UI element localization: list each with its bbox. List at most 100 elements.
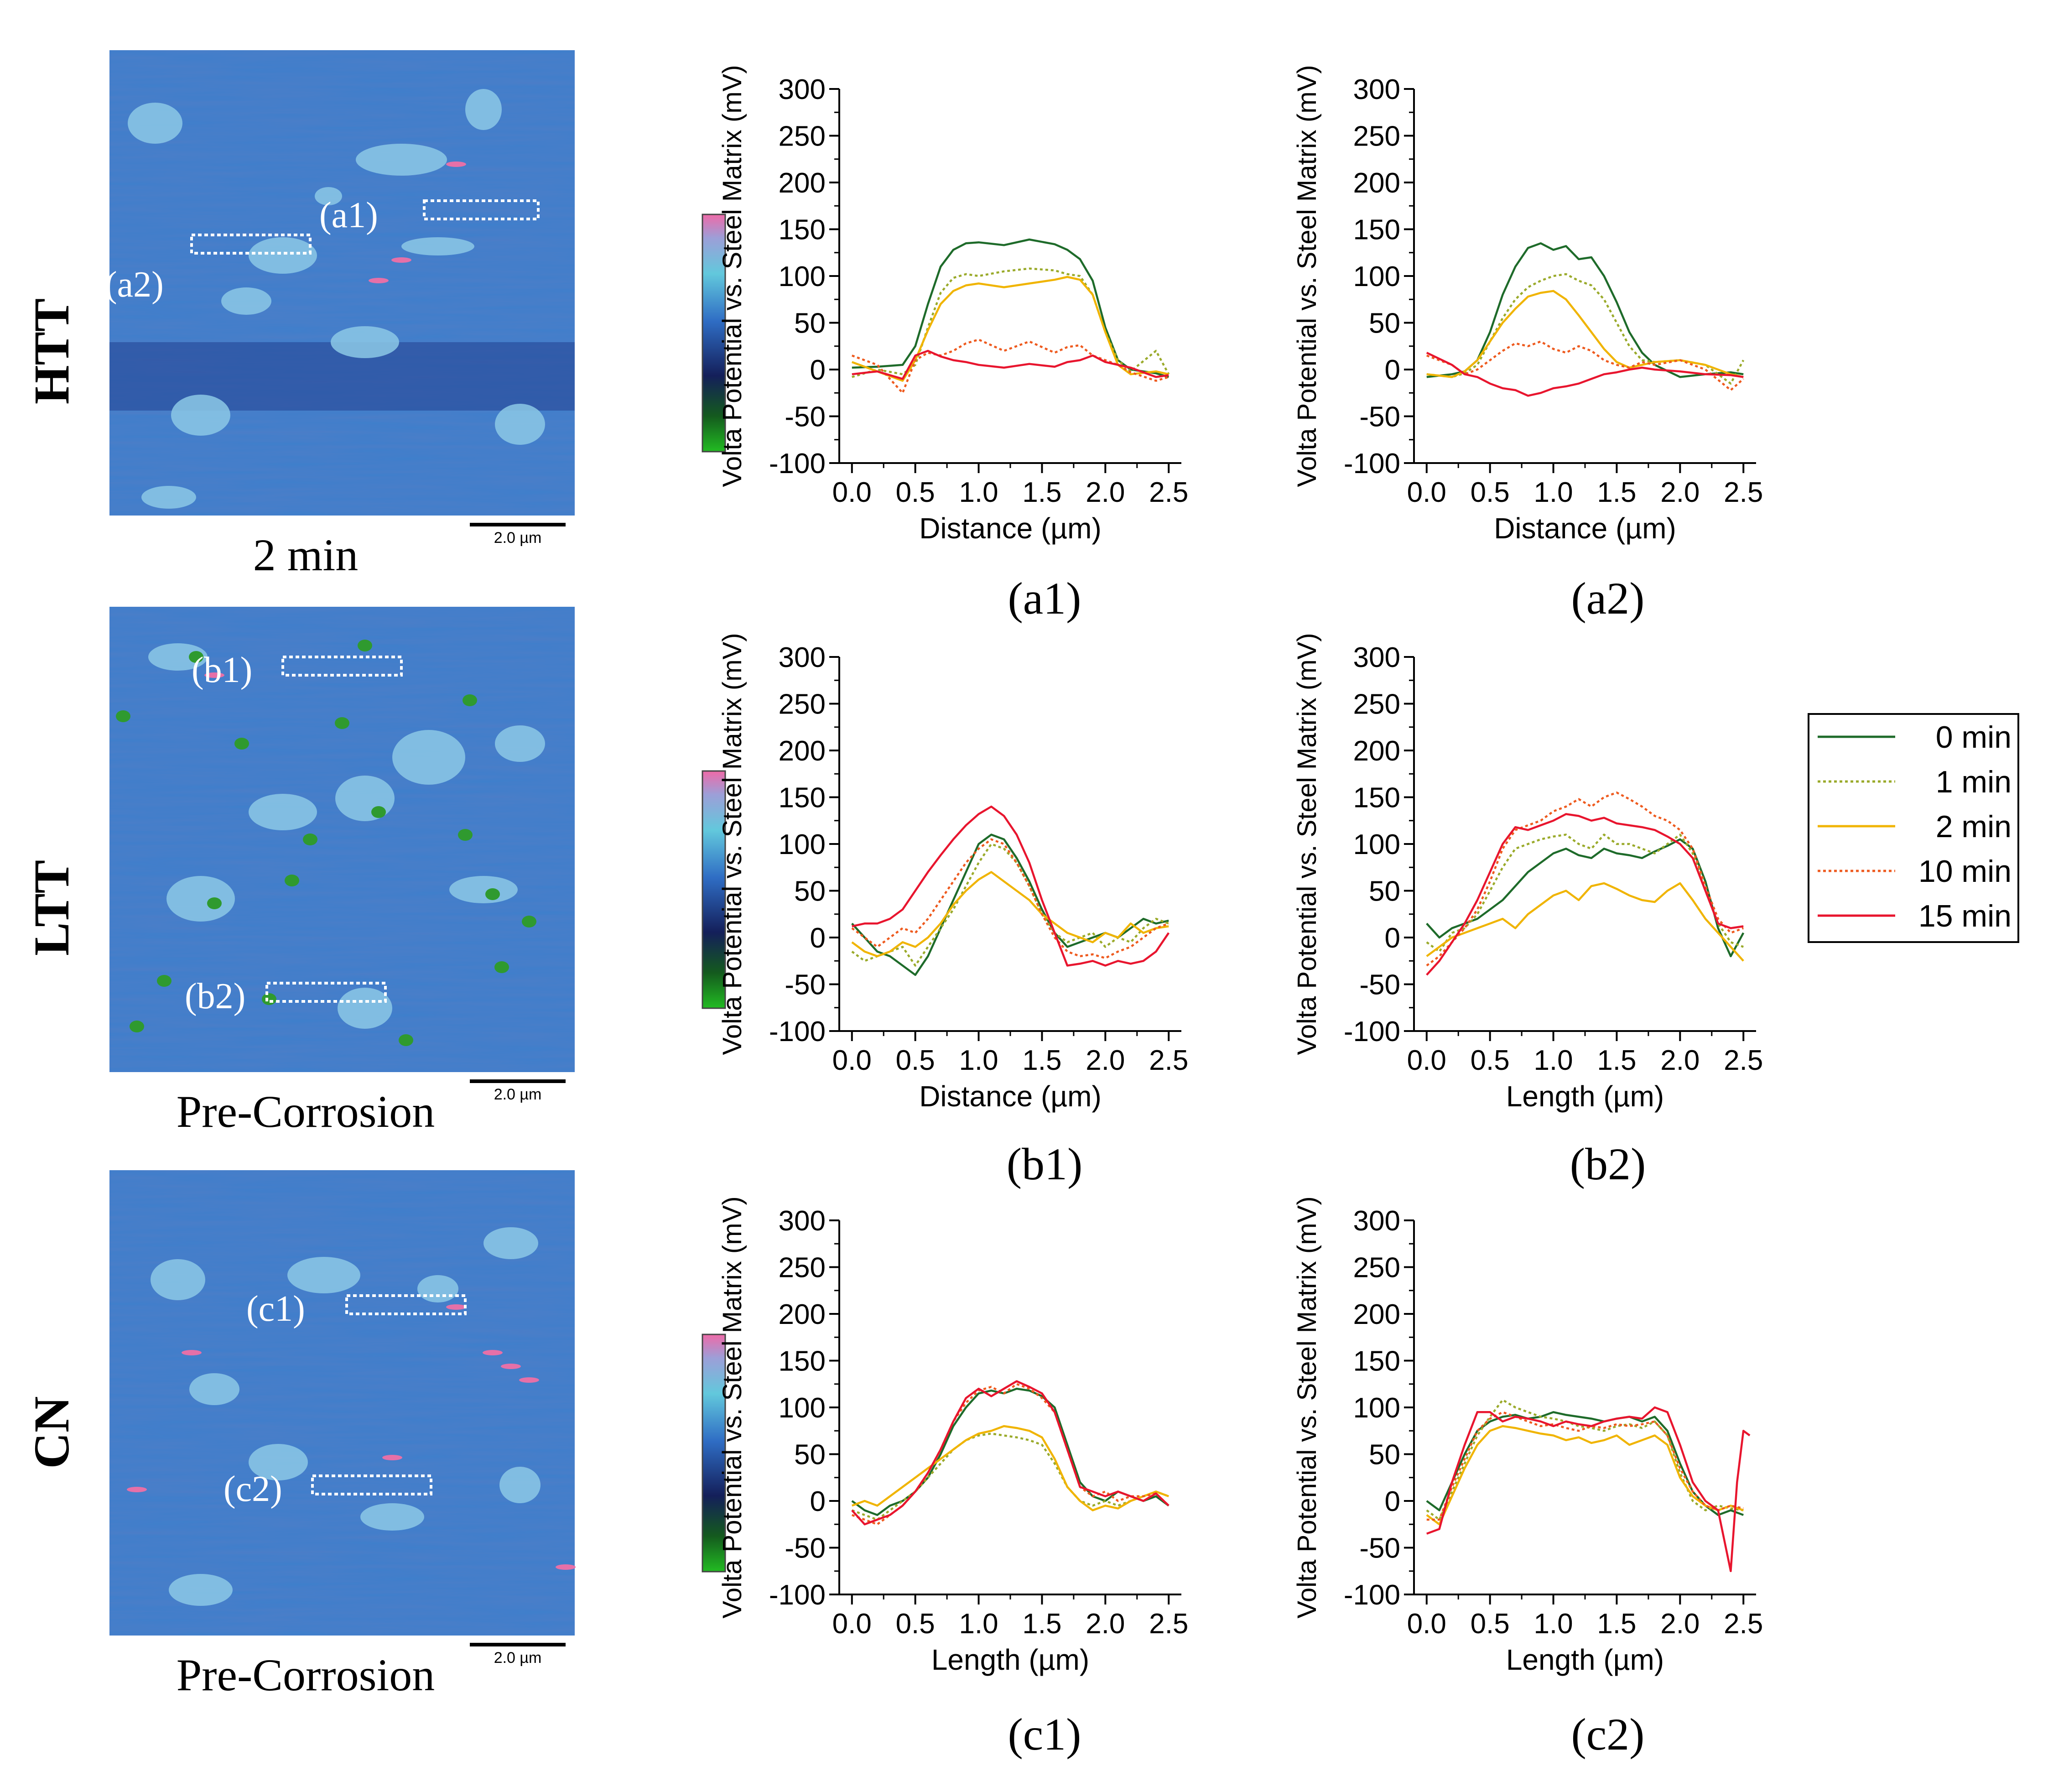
y-tick-label: 150: [1353, 782, 1400, 814]
pink-particle: [446, 1304, 466, 1310]
panel-label: (c1): [1008, 1709, 1081, 1760]
phase-region: [249, 794, 317, 830]
phase-region: [338, 988, 392, 1029]
phase-region: [128, 103, 182, 144]
legend-label: 1 min: [1936, 765, 2012, 799]
x-tick-label: 0.5: [1471, 477, 1510, 508]
phase-region: [335, 776, 395, 821]
y-tick-label: -50: [785, 401, 826, 433]
color-bar: [702, 770, 726, 1009]
legend: 0 min 1 min 2 min 10 min 15 min: [1808, 713, 2019, 943]
y-tick-label: 50: [794, 876, 826, 907]
y-tick-label: -100: [1344, 1016, 1400, 1047]
line-scan-box: [423, 199, 540, 220]
map-texture: [109, 50, 575, 516]
pink-particle: [182, 1350, 202, 1355]
y-tick-label: 150: [779, 782, 826, 814]
scan-label: (b2): [185, 976, 245, 1016]
y-tick-label: 100: [779, 261, 826, 292]
legend-label: 15 min: [1918, 899, 2012, 933]
kpfm-map-panel-cn: (c1) (c2) 2.0 µm Pre-Corrosion: [109, 1170, 726, 1700]
map-caption: 2 min: [253, 530, 359, 580]
y-tick-label: 150: [1353, 214, 1400, 246]
x-axis-label: Length (µm): [1506, 1643, 1664, 1676]
green-particle: [494, 961, 509, 973]
series-line-10-min: [1426, 1411, 1744, 1521]
y-tick-label: 50: [794, 1439, 826, 1471]
pink-particle: [127, 1487, 147, 1492]
series-line-15-min: [1426, 813, 1744, 976]
phase-region: [360, 1503, 424, 1531]
scale-bar-label: 2.0 µm: [494, 529, 542, 547]
phase-region: [356, 144, 447, 176]
map-texture: [109, 607, 575, 1072]
y-tick-label: 300: [1353, 1205, 1400, 1237]
legend-label: 0 min: [1936, 720, 2012, 755]
y-axis-label: Volta Potential vs. Steel Matrix (mV): [1292, 1196, 1322, 1618]
y-tick-label: 100: [779, 829, 826, 860]
y-tick-label: 0: [1385, 922, 1400, 954]
x-tick-label: 2.0: [1660, 1608, 1700, 1640]
scan-label: (a1): [319, 195, 378, 235]
y-tick-label: 100: [779, 1392, 826, 1424]
x-axis-label: Distance (µm): [919, 1080, 1102, 1113]
phase-region: [449, 876, 518, 903]
x-tick-label: 1.5: [1597, 1045, 1636, 1076]
x-tick-label: 0.0: [832, 1045, 872, 1076]
pink-particle: [501, 1364, 521, 1369]
phase-region: [169, 1574, 233, 1606]
pink-particle: [483, 1350, 503, 1355]
y-tick-label: 300: [1353, 74, 1400, 105]
green-particle: [285, 875, 299, 886]
series-line-0-min: [852, 238, 1169, 378]
phase-region: [151, 1259, 205, 1300]
chart-c1: -100 -50 0 50 100 150 200 250 300 0.0 0.5 1.0 1.5 2.0…: [717, 1196, 1188, 1760]
y-tick-label: 200: [1353, 1299, 1400, 1330]
phase-region: [495, 725, 545, 762]
pink-particle: [391, 257, 411, 263]
x-tick-label: 1.0: [959, 1608, 998, 1640]
x-tick-label: 2.5: [1724, 477, 1763, 508]
phase-region: [315, 187, 342, 205]
series-line-1-min: [851, 843, 1169, 967]
y-tick-label: -50: [1359, 1533, 1400, 1564]
phase-region: [189, 1373, 239, 1405]
series-line-2-min: [852, 1425, 1169, 1511]
phase-region: [401, 237, 474, 255]
series-line-1-min: [1426, 1399, 1744, 1521]
x-tick-label: 2.5: [1149, 477, 1188, 508]
phase-region: [495, 404, 545, 445]
y-tick-label: 50: [1369, 308, 1400, 339]
scale-bar-label: 2.0 µm: [494, 1649, 542, 1667]
series-line-2-min: [1426, 1425, 1744, 1526]
chart-b2: -100 -50 0 50 100 150 200 250 300 0.0 0.5 1.0 1.5 2.0…: [1292, 633, 1763, 1189]
kpfm-map-panel-htt: (a1) (a2) 2.0 µm 2 min: [105, 50, 726, 580]
green-particle: [485, 888, 500, 900]
series-line-15-min: [852, 805, 1170, 967]
line-scan-box: [265, 982, 387, 1003]
phase-region: [417, 1275, 458, 1302]
color-scale: [702, 214, 726, 453]
panel-label: (b1): [1007, 1139, 1083, 1189]
green-particle: [262, 993, 276, 1005]
map-caption: Pre-Corrosion: [177, 1086, 435, 1137]
x-tick-label: 1.0: [1533, 1045, 1573, 1076]
series-line-2-min: [1426, 290, 1744, 378]
series-line-2-min: [851, 871, 1169, 958]
x-tick-label: 0.5: [1471, 1045, 1510, 1076]
x-tick-label: 1.5: [1022, 477, 1061, 508]
x-tick-label: 2.5: [1724, 1045, 1763, 1076]
panel-label: (a1): [1008, 573, 1081, 624]
color-scale: [702, 770, 726, 1009]
pink-particle: [382, 1455, 402, 1460]
y-tick-label: 0: [810, 1486, 826, 1517]
green-particle: [458, 829, 473, 841]
phase-region: [287, 1257, 360, 1293]
phase-region: [166, 876, 235, 922]
x-axis-label: Length (µm): [931, 1643, 1089, 1676]
chart-b1: -100 -50 0 50 100 150 200 250 300 0.0 0.5 1.0 1.5 2.0…: [717, 633, 1188, 1189]
green-particle: [157, 975, 172, 987]
x-tick-label: 1.5: [1022, 1045, 1061, 1076]
color-bar: [702, 214, 726, 453]
x-tick-label: 0.5: [896, 1608, 935, 1640]
